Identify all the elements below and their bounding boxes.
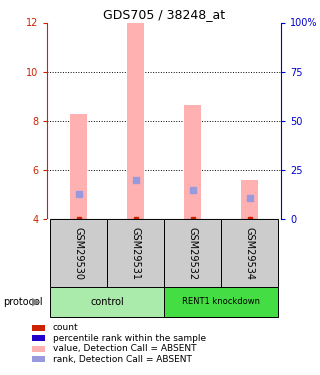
Bar <box>184 105 201 219</box>
Bar <box>221 219 278 287</box>
Bar <box>164 287 278 317</box>
Text: percentile rank within the sample: percentile rank within the sample <box>53 334 206 343</box>
Bar <box>107 219 164 287</box>
Bar <box>241 180 258 219</box>
Text: GSM29532: GSM29532 <box>188 226 198 280</box>
Text: GSM29530: GSM29530 <box>74 226 84 280</box>
Text: rank, Detection Call = ABSENT: rank, Detection Call = ABSENT <box>53 355 192 364</box>
Text: ▶: ▶ <box>32 297 41 307</box>
Text: GSM29534: GSM29534 <box>244 226 255 280</box>
Bar <box>70 114 87 219</box>
Bar <box>50 287 164 317</box>
Title: GDS705 / 38248_at: GDS705 / 38248_at <box>103 8 225 21</box>
Bar <box>164 219 221 287</box>
Text: protocol: protocol <box>3 297 43 307</box>
Text: control: control <box>90 297 124 307</box>
Bar <box>50 219 107 287</box>
Bar <box>127 22 144 219</box>
Text: value, Detection Call = ABSENT: value, Detection Call = ABSENT <box>53 344 196 353</box>
Text: GSM29531: GSM29531 <box>131 226 141 280</box>
Text: count: count <box>53 323 78 332</box>
Text: RENT1 knockdown: RENT1 knockdown <box>182 297 260 306</box>
